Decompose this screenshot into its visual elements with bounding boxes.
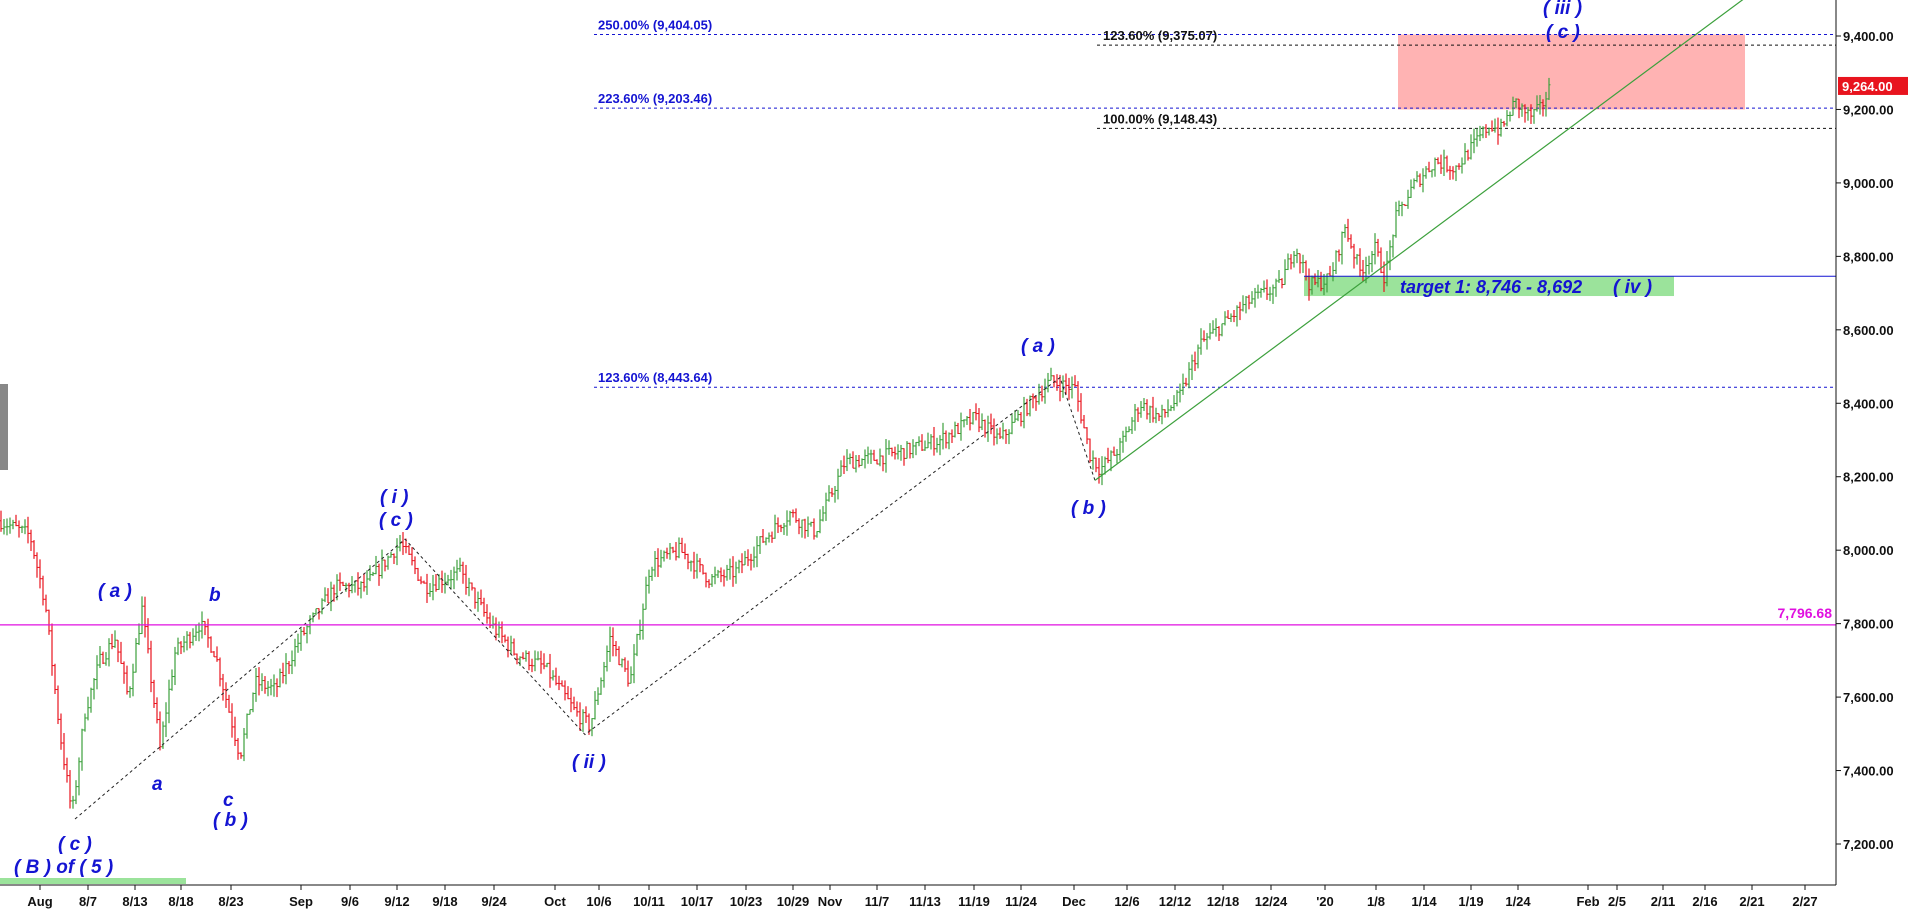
x-tick-label: 11/7	[865, 894, 890, 909]
x-tick-label: 2/5	[1608, 894, 1626, 909]
x-tick-label: 10/17	[681, 894, 714, 909]
x-tick-label: 11/19	[958, 894, 990, 909]
wave-label-c-low: ( c )	[58, 834, 92, 855]
wave-label-a-left: ( a )	[98, 581, 132, 602]
x-tick-label: 1/19	[1458, 894, 1483, 909]
x-tick-label: 9/24	[481, 894, 507, 909]
wave-label-b-small: b	[209, 585, 221, 606]
x-tick-label: 2/11	[1651, 894, 1676, 909]
x-axis-ticks: Aug 8/7 8/13 8/18 8/23 Sep 9/6 9/12 9/18 9/24 Oct 1…	[27, 885, 1818, 909]
fib-label-100: 100.00% (9,148.43)	[1103, 111, 1217, 126]
x-tick-label: 2/21	[1739, 894, 1764, 909]
wave-path	[74, 376, 1096, 820]
x-tick-label: Feb	[1576, 894, 1599, 909]
wave-label-iv: ( iv )	[1613, 277, 1652, 298]
candlesticks	[0, 77, 1551, 809]
target-label: target 1: 8,746 - 8,692	[1400, 277, 1582, 297]
x-tick-label: Aug	[27, 894, 52, 909]
side-tab	[0, 384, 8, 470]
wave-lines	[74, 0, 1744, 820]
x-tick-label: 2/27	[1792, 894, 1817, 909]
y-tick-label: 7,400.00	[1843, 764, 1894, 779]
y-tick-label: 8,200.00	[1843, 470, 1894, 485]
fib-label-123-low: 123.60% (8,443.64)	[598, 370, 712, 385]
x-tick-label: 10/29	[777, 894, 810, 909]
y-tick-label: 8,000.00	[1843, 543, 1894, 558]
x-tick-label: 10/6	[586, 894, 611, 909]
y-tick-label: 9,400.00	[1843, 29, 1894, 44]
wave-label-a-small: a	[152, 774, 163, 795]
support-level-label: 7,796.68	[1778, 605, 1833, 621]
wave-label-ii: ( ii )	[572, 752, 606, 773]
resistance-zone	[1398, 34, 1745, 110]
x-tick-label: 10/23	[730, 894, 763, 909]
trendline	[1094, 0, 1744, 481]
x-tick-label: 8/18	[168, 894, 193, 909]
x-tick-label: 9/12	[384, 894, 409, 909]
wave-label-b-upper: ( b )	[1071, 498, 1106, 519]
x-tick-label: 9/6	[341, 894, 359, 909]
wave-label-iii: ( iii )	[1543, 0, 1582, 19]
x-tick-label: 2/16	[1692, 894, 1717, 909]
y-tick-label: 7,800.00	[1843, 617, 1894, 632]
y-tick-label: 9,200.00	[1843, 102, 1894, 117]
x-tick-label: 11/13	[909, 894, 941, 909]
x-tick-label: 11/24	[1005, 894, 1038, 909]
x-tick-label: Nov	[818, 894, 843, 909]
x-tick-label: 12/6	[1114, 894, 1139, 909]
y-tick-label: 8,400.00	[1843, 396, 1894, 411]
x-tick-label: 12/12	[1159, 894, 1192, 909]
x-tick-label: 12/24	[1255, 894, 1288, 909]
fib-label-123-high: 123.60% (9,375.07)	[1103, 28, 1217, 43]
wave-label-c-small: c	[223, 790, 234, 811]
wave-label-i: ( i )	[380, 487, 409, 508]
fib-lines	[594, 34, 1836, 388]
x-tick-label: 8/7	[79, 894, 97, 909]
wave-label-b-left: ( b )	[213, 810, 248, 831]
last-price-box	[1838, 76, 1908, 95]
fib-label-223: 223.60% (9,203.46)	[598, 91, 712, 106]
last-price-label: 9,264.00	[1842, 79, 1893, 94]
y-tick-label: 7,600.00	[1843, 690, 1894, 705]
y-tick-label: 8,600.00	[1843, 323, 1894, 338]
x-tick-label: 12/18	[1207, 894, 1240, 909]
x-tick-label: 1/24	[1505, 894, 1531, 909]
y-tick-label: 8,800.00	[1843, 249, 1894, 264]
x-tick-label: 9/18	[432, 894, 457, 909]
wave-label-c-top: ( c )	[1546, 22, 1580, 43]
x-tick-label: Sep	[289, 894, 313, 909]
x-tick-label: 1/8	[1367, 894, 1385, 909]
fib-label-250: 250.00% (9,404.05)	[598, 18, 712, 33]
x-tick-label: Oct	[544, 894, 566, 909]
wave-label-B-of-5: ( B ) of ( 5 )	[14, 857, 113, 878]
x-tick-label: 10/11	[633, 894, 665, 909]
y-axis-ticks: 7,200.00 7,400.00 7,600.00 7,800.00 8,000.00…	[1836, 29, 1894, 852]
x-tick-label: '20	[1316, 894, 1334, 909]
x-tick-label: 1/14	[1411, 894, 1437, 909]
bottom-strip	[0, 878, 186, 884]
y-tick-label: 7,200.00	[1843, 837, 1894, 852]
x-tick-label: 8/23	[218, 894, 243, 909]
y-tick-label: 9,000.00	[1843, 176, 1894, 191]
x-tick-label: Dec	[1062, 894, 1086, 909]
x-tick-label: 8/13	[122, 894, 147, 909]
target-zone	[1304, 276, 1674, 297]
wave-label-a-upper: ( a )	[1021, 336, 1055, 357]
wave-label-c-mid: ( c )	[379, 510, 413, 531]
